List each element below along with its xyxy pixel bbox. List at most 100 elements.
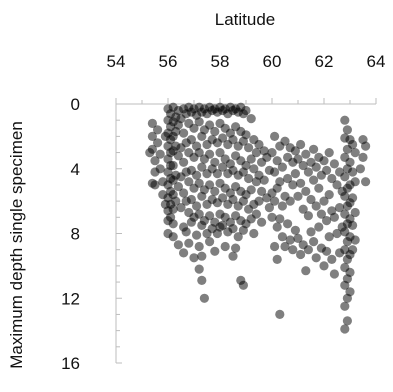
data-point bbox=[194, 148, 204, 158]
data-point bbox=[342, 316, 352, 326]
data-point bbox=[238, 280, 248, 290]
data-point bbox=[186, 135, 196, 145]
data-point bbox=[205, 120, 215, 130]
data-point bbox=[342, 125, 352, 135]
data-point bbox=[275, 309, 285, 319]
data-point bbox=[231, 243, 241, 253]
x-axis-title: Latitude bbox=[215, 10, 276, 29]
data-point bbox=[311, 201, 321, 211]
data-point bbox=[314, 183, 324, 193]
data-point bbox=[324, 190, 334, 200]
x-tick-label: 58 bbox=[211, 52, 230, 71]
data-point bbox=[155, 149, 165, 159]
y-tick-label: 8 bbox=[71, 225, 80, 244]
data-point bbox=[270, 241, 280, 252]
data-point bbox=[173, 182, 183, 192]
data-point bbox=[288, 180, 298, 190]
data-point bbox=[348, 167, 358, 177]
data-point bbox=[290, 169, 300, 179]
data-point bbox=[150, 156, 160, 166]
data-point bbox=[179, 128, 189, 138]
data-point bbox=[322, 246, 332, 256]
data-point bbox=[205, 237, 215, 247]
data-point bbox=[249, 164, 259, 174]
data-point bbox=[210, 246, 220, 256]
data-point bbox=[246, 114, 256, 124]
data-point bbox=[210, 126, 220, 137]
data-point bbox=[296, 139, 306, 150]
data-point bbox=[228, 194, 238, 205]
data-point bbox=[168, 160, 178, 171]
data-point bbox=[288, 245, 298, 255]
data-point bbox=[155, 164, 165, 174]
data-point bbox=[332, 228, 342, 239]
data-point bbox=[280, 241, 290, 252]
data-point bbox=[358, 152, 368, 162]
data-point bbox=[210, 186, 220, 196]
data-point bbox=[194, 209, 204, 219]
data-point bbox=[361, 177, 371, 187]
data-point bbox=[212, 169, 222, 179]
data-point bbox=[327, 254, 337, 264]
data-point bbox=[210, 157, 220, 167]
data-point bbox=[303, 211, 313, 221]
y-tick-label: 0 bbox=[71, 95, 80, 114]
data-point bbox=[189, 123, 199, 133]
data-point bbox=[298, 160, 308, 171]
x-tick-label: 64 bbox=[367, 52, 386, 71]
data-point bbox=[319, 156, 329, 166]
data-point bbox=[228, 251, 238, 261]
data-point bbox=[306, 227, 316, 237]
data-point bbox=[241, 160, 251, 171]
data-point bbox=[316, 209, 326, 219]
data-point bbox=[293, 233, 303, 243]
data-point bbox=[303, 167, 313, 177]
data-point bbox=[340, 115, 350, 125]
data-point bbox=[257, 186, 267, 196]
data-point bbox=[345, 287, 355, 297]
data-point bbox=[277, 232, 287, 242]
data-point bbox=[192, 201, 202, 211]
data-point bbox=[335, 203, 345, 213]
data-point bbox=[301, 186, 311, 196]
data-point bbox=[301, 149, 311, 159]
data-point bbox=[147, 131, 157, 141]
data-point bbox=[345, 157, 355, 167]
data-point bbox=[218, 162, 228, 172]
data-point bbox=[246, 154, 256, 164]
data-point bbox=[251, 209, 261, 219]
data-point bbox=[168, 232, 178, 242]
data-point bbox=[277, 201, 287, 211]
data-point bbox=[192, 230, 202, 240]
data-point bbox=[283, 219, 293, 229]
data-point bbox=[270, 196, 280, 206]
data-point bbox=[275, 177, 285, 187]
data-point bbox=[350, 207, 360, 218]
data-point bbox=[275, 214, 285, 224]
data-point bbox=[277, 162, 287, 172]
data-point bbox=[168, 219, 178, 229]
data-point bbox=[251, 148, 261, 158]
data-point bbox=[280, 136, 290, 146]
data-point bbox=[348, 193, 358, 203]
data-point bbox=[329, 212, 339, 222]
data-points bbox=[145, 102, 371, 334]
data-point bbox=[228, 224, 238, 234]
data-point bbox=[259, 175, 269, 185]
data-point bbox=[147, 178, 157, 188]
y-tick-label: 4 bbox=[71, 160, 80, 179]
data-point bbox=[324, 148, 334, 158]
data-point bbox=[199, 293, 209, 303]
data-point bbox=[168, 204, 178, 214]
data-point bbox=[314, 222, 324, 232]
y-tick-label: 12 bbox=[61, 289, 80, 308]
data-point bbox=[285, 196, 295, 206]
data-point bbox=[319, 261, 329, 271]
data-point bbox=[329, 159, 339, 169]
data-point bbox=[153, 138, 163, 148]
data-point bbox=[194, 241, 204, 252]
data-point bbox=[184, 177, 194, 187]
data-point bbox=[340, 191, 350, 201]
data-point bbox=[348, 139, 358, 150]
data-point bbox=[197, 251, 207, 261]
